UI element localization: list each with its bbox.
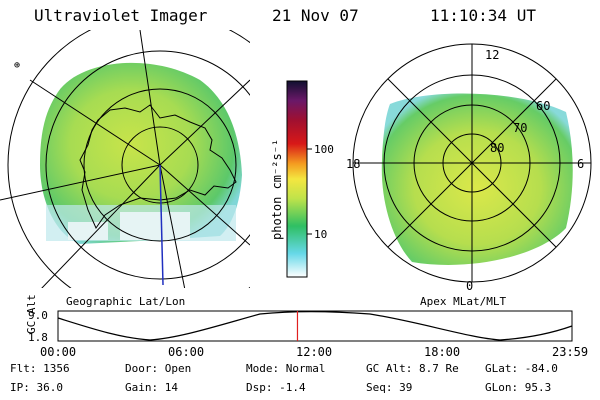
apex-label: Apex MLat/MLT (420, 295, 506, 308)
mlat-grid (352, 43, 592, 283)
altitude-plot-frame (57, 310, 573, 342)
time-label: 11:10:34 UT (430, 6, 536, 25)
altitude-curve (57, 311, 573, 341)
mlt-label-0: 0 (466, 279, 473, 293)
status-flt: Flt: 1356 (10, 362, 70, 375)
time-tick-1800: 18:00 (424, 345, 460, 359)
instrument-title: Ultraviolet Imager (34, 6, 208, 25)
status-door: Door: Open (125, 362, 192, 375)
coastline (79, 104, 237, 230)
mlt-label-18: 18 (346, 157, 360, 171)
altitude-ylabel: GC Alt (25, 294, 38, 334)
time-tick-0000: 00:00 (40, 345, 76, 359)
colorbar-tick-100: 100 (314, 143, 334, 156)
status-seq: Seq: 39 (366, 381, 413, 394)
status-mode: Mode: Normal (246, 362, 326, 375)
status-gain: Gain: 14 (125, 381, 178, 394)
magnetic-polar-plot: 12 18 6 0 60 70 80 (346, 43, 592, 293)
colorbar: 100 10 photon cm⁻²s⁻¹ (270, 80, 334, 278)
geo-grid (0, 30, 250, 288)
geographic-label: Geographic Lat/Lon (66, 295, 185, 308)
mlat-label-60: 60 (536, 99, 550, 113)
colorbar-unit-label: photon cm⁻²s⁻¹ (270, 139, 284, 240)
altitude-tick-1: 1.8 (28, 331, 48, 344)
aurora-image-left (40, 62, 242, 244)
colorbar-tick-10: 10 (314, 228, 327, 241)
mlat-label-80: 80 (490, 141, 504, 155)
aurora-image-right (381, 93, 573, 265)
time-tick-1200: 12:00 (296, 345, 332, 359)
altitude-plot: GC Alt 9.0 1.8 00:00 06:00 12:00 18:00 2… (25, 294, 588, 359)
geographic-map (0, 30, 250, 288)
time-tick-0600: 06:00 (168, 345, 204, 359)
status-ip: IP: 36.0 (10, 381, 63, 394)
mlt-label-12: 12 (485, 48, 499, 62)
status-glon: GLon: 95.3 (485, 381, 552, 394)
status-glat: GLat: -84.0 (485, 362, 558, 375)
time-tick-2359: 23:59 (552, 345, 588, 359)
meridian-marker (159, 164, 164, 286)
date-label: 21 Nov 07 (272, 6, 359, 25)
status-gc-alt: GC Alt: 8.7 Re (366, 362, 459, 375)
mlt-label-6: 6 (577, 157, 584, 171)
mlat-label-70: 70 (513, 121, 527, 135)
altitude-tick-9: 9.0 (28, 309, 48, 322)
nadir-symbol: ⊕ (14, 60, 20, 71)
status-dsp: Dsp: -1.4 (246, 381, 306, 394)
